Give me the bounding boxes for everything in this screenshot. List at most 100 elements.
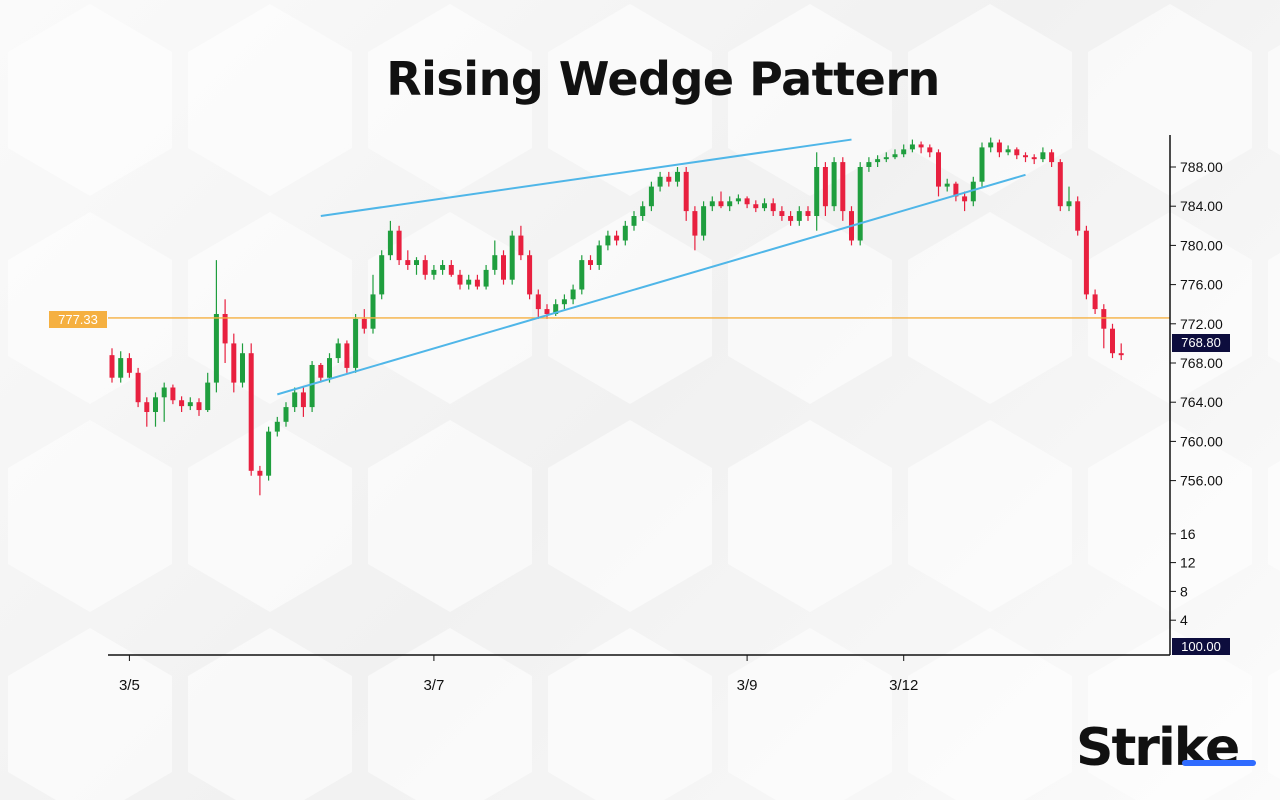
- candle: [640, 201, 646, 221]
- candle-body: [213, 314, 219, 383]
- candle-body: [701, 206, 707, 236]
- candle-body: [170, 387, 176, 401]
- candle-body: [753, 204, 759, 209]
- candle: [727, 196, 733, 212]
- candle-body: [944, 183, 950, 187]
- candle-body: [901, 149, 907, 155]
- volume-label: 100.00: [1172, 638, 1230, 655]
- candle-body: [788, 216, 794, 221]
- candle: [561, 294, 567, 310]
- candle-body: [361, 318, 367, 329]
- candle-body: [936, 152, 941, 187]
- candle-body: [1005, 149, 1011, 153]
- price-ticks: 788.00 784.00 780.00 776.00 772.00 768.00 764.…: [1170, 159, 1223, 489]
- candle: [213, 260, 219, 393]
- candle: [622, 220, 628, 246]
- candle-body: [762, 203, 767, 209]
- candle-body: [979, 147, 985, 182]
- x-tick-label: 3/5: [119, 677, 140, 694]
- candle: [657, 171, 663, 192]
- candle-body: [988, 142, 994, 148]
- candle: [335, 338, 341, 363]
- candle-body: [109, 355, 115, 378]
- candle: [1075, 196, 1081, 236]
- candle: [370, 274, 376, 334]
- candle-body: [1101, 309, 1107, 329]
- candle-body: [735, 198, 741, 202]
- candle: [857, 162, 863, 246]
- candle-body: [387, 230, 393, 256]
- x-tick-label: 3/9: [737, 677, 758, 694]
- candle-body: [1057, 162, 1063, 207]
- candle-body: [344, 343, 350, 368]
- candle: [448, 260, 454, 277]
- candle-body: [744, 198, 750, 205]
- price-tick-label: 776.00: [1180, 277, 1223, 293]
- candle: [718, 191, 724, 209]
- candle-body: [274, 421, 280, 432]
- price-tick-label: 760.00: [1180, 433, 1223, 449]
- candle: [596, 240, 602, 270]
- candle: [187, 397, 193, 411]
- x-ticks: 3/5 3/7 3/9 3/12: [119, 655, 918, 694]
- overlay-lines: [108, 138, 1170, 396]
- candle: [222, 299, 228, 363]
- candle-body: [909, 144, 915, 150]
- price-tick-label: 768.00: [1180, 355, 1223, 371]
- candle-body: [927, 147, 933, 153]
- candle: [1023, 152, 1028, 163]
- candle-body: [822, 167, 828, 207]
- candle: [387, 220, 393, 261]
- candle-body: [1083, 230, 1089, 295]
- candle-body: [866, 162, 872, 167]
- candle-body: [222, 314, 228, 344]
- candle-body: [535, 294, 541, 310]
- candle-body: [300, 392, 306, 408]
- candle: [909, 139, 915, 153]
- candle: [927, 144, 933, 158]
- candle: [126, 353, 132, 378]
- candle: [327, 353, 332, 383]
- candle-body: [187, 402, 193, 407]
- candle: [483, 265, 489, 290]
- candle-body: [814, 167, 820, 216]
- candle-body: [492, 255, 498, 270]
- price-tick-label: 772.00: [1180, 316, 1223, 332]
- candle: [614, 230, 620, 246]
- volume-label-text: 100.00: [1181, 639, 1221, 654]
- candle: [770, 198, 776, 216]
- candle: [901, 144, 907, 158]
- candle-body: [483, 269, 489, 287]
- candle: [474, 274, 480, 290]
- candle: [196, 398, 202, 416]
- candle-body: [1023, 155, 1028, 158]
- candle-body: [631, 216, 637, 226]
- candle: [605, 230, 611, 251]
- price-tick-label: 784.00: [1180, 198, 1223, 214]
- volume-ticks: 16 12 8 4: [1170, 526, 1196, 628]
- candle-body: [918, 144, 924, 148]
- candle-body: [970, 181, 976, 202]
- candle: [1066, 186, 1072, 212]
- candle: [1031, 154, 1037, 165]
- candle: [762, 198, 767, 212]
- candle: [544, 304, 550, 319]
- candle: [1049, 149, 1055, 167]
- candle-body: [561, 299, 567, 305]
- candle-body: [657, 176, 663, 187]
- candle: [814, 152, 820, 231]
- candle-body: [666, 176, 672, 182]
- candle: [440, 260, 446, 275]
- candle-body: [892, 154, 898, 158]
- candle-body: [501, 255, 506, 280]
- candle-body: [509, 235, 515, 280]
- price-tick-label: 788.00: [1180, 159, 1223, 175]
- candle: [118, 351, 124, 383]
- candle-body: [257, 470, 263, 476]
- price-tick-label: 756.00: [1180, 473, 1223, 489]
- candle: [379, 250, 385, 300]
- candle: [988, 137, 994, 153]
- candle: [161, 382, 167, 422]
- candle: [962, 191, 968, 212]
